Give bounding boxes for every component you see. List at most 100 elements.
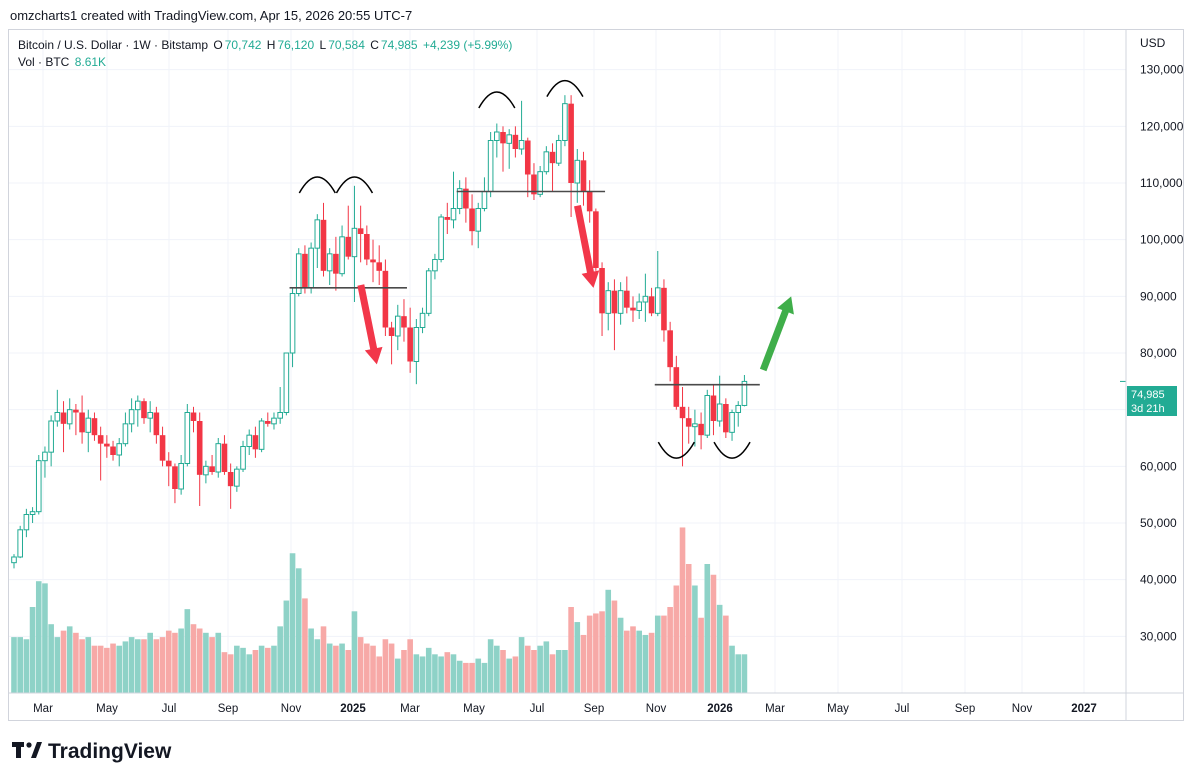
candle-body xyxy=(716,403,723,422)
volume-bar xyxy=(432,654,438,693)
symbol-title[interactable]: Bitcoin / U.S. Dollar · 1W · Bitstamp xyxy=(18,38,209,52)
up-arrow xyxy=(759,296,794,372)
volume-label[interactable]: Vol · BTC xyxy=(18,55,70,69)
candle-body xyxy=(295,253,302,294)
candle-body xyxy=(469,208,475,232)
candle-body xyxy=(475,208,482,232)
x-tick-label: 2027 xyxy=(1071,703,1097,715)
candle-body xyxy=(339,236,345,275)
volume-bar xyxy=(339,643,345,693)
candle-body xyxy=(388,327,395,336)
candle-body xyxy=(444,217,451,220)
volume-bar xyxy=(494,645,500,693)
volume-bar xyxy=(23,639,30,693)
candle-body xyxy=(314,219,321,249)
volume-bar xyxy=(667,607,673,693)
candle-body xyxy=(413,327,420,362)
volume-bar xyxy=(673,585,680,693)
volume-bar xyxy=(543,641,550,693)
volume-bar xyxy=(599,611,605,693)
volume-bar xyxy=(227,654,234,693)
candle-body xyxy=(91,418,98,436)
currency-label[interactable]: USD xyxy=(1140,36,1166,50)
bottom-arch xyxy=(657,441,695,459)
volume-bar xyxy=(11,637,17,693)
candle-body xyxy=(450,208,457,221)
candle-body xyxy=(432,259,438,272)
volume-bar xyxy=(555,650,562,693)
volume-bar xyxy=(444,652,451,693)
candle-body xyxy=(494,131,500,141)
volume-bar xyxy=(17,637,23,693)
candle-body xyxy=(203,465,209,476)
volume-bar xyxy=(450,654,457,693)
volume-bar xyxy=(512,656,519,693)
annotations xyxy=(289,79,1126,459)
y-tick-label: 130,000 xyxy=(1140,63,1184,77)
top-arch xyxy=(546,79,584,98)
candle-body xyxy=(54,412,61,422)
volume-bar xyxy=(215,632,222,693)
volume-bar xyxy=(463,662,469,693)
volume-bar xyxy=(178,628,184,693)
low-label: L xyxy=(319,38,327,52)
volume-bar xyxy=(79,639,85,693)
candle-body xyxy=(147,412,153,419)
candle-body xyxy=(333,253,339,274)
candle-body xyxy=(271,417,277,425)
high-label: H xyxy=(266,38,276,52)
volume-bar xyxy=(407,639,413,693)
volume-bar xyxy=(438,656,444,693)
x-tick-label: Mar xyxy=(765,703,785,715)
candle-body xyxy=(580,160,587,192)
candle-body xyxy=(35,460,42,513)
candle-body xyxy=(165,460,172,467)
candle-body xyxy=(729,412,735,433)
y-tick-label: 30,000 xyxy=(1140,629,1177,643)
bottom-arch xyxy=(713,441,751,459)
volume-bar xyxy=(568,607,574,693)
volume-bar xyxy=(370,645,376,693)
x-tick-label: May xyxy=(96,703,118,715)
y-tick-label: 80,000 xyxy=(1140,346,1177,360)
volume-bar xyxy=(537,645,543,693)
candle-body xyxy=(487,140,494,192)
candle-body xyxy=(549,151,556,164)
candle-body xyxy=(419,312,426,329)
candle-body xyxy=(463,188,469,209)
candle-body xyxy=(370,259,376,263)
candle-body xyxy=(710,395,717,421)
volume-bar xyxy=(271,645,277,693)
candle-body xyxy=(184,412,191,464)
volume-bar xyxy=(605,589,612,693)
volume-bar xyxy=(184,609,191,693)
candle-body xyxy=(562,103,568,141)
candle-body xyxy=(605,290,612,314)
candle-body xyxy=(66,409,73,425)
candle-body xyxy=(277,412,283,419)
x-tick-label: Jul xyxy=(162,703,177,715)
candle-body xyxy=(302,253,308,288)
candle-body xyxy=(172,466,178,489)
candle-body xyxy=(326,253,333,272)
candle-body xyxy=(624,290,630,308)
volume-bar xyxy=(289,553,296,693)
volume-bar xyxy=(593,613,599,693)
volume-bar xyxy=(562,650,568,693)
volume-bar xyxy=(122,641,129,693)
volume-bar xyxy=(234,645,240,693)
volume-bar xyxy=(159,637,166,693)
candle-body xyxy=(654,287,661,314)
volume-bar xyxy=(506,658,512,693)
volume-bar xyxy=(60,630,67,693)
x-tick-label: Mar xyxy=(33,703,53,715)
candle-body xyxy=(636,301,642,311)
volume-bar xyxy=(630,626,636,693)
candle-body xyxy=(704,395,711,436)
tradingview-logo[interactable]: TradingView xyxy=(12,740,171,764)
volume-bar xyxy=(661,615,667,693)
candle-body xyxy=(320,219,327,271)
volume-bar xyxy=(617,617,624,693)
candle-body xyxy=(11,556,17,564)
